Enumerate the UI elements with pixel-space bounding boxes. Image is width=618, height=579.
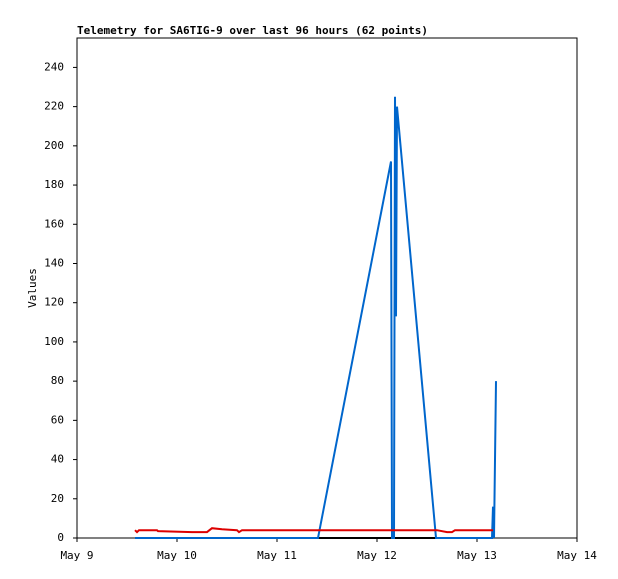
data-line (135, 96, 497, 539)
y-tick-label: 40 (51, 453, 64, 466)
x-tick-label: May 11 (257, 549, 297, 562)
x-tick-label: May 14 (557, 549, 597, 562)
y-axis-label: Values (26, 268, 39, 308)
y-tick-label: 200 (44, 139, 64, 152)
data-line (134, 527, 493, 534)
x-tick-label: May 10 (157, 549, 197, 562)
x-tick-label: May 12 (357, 549, 397, 562)
y-tick-label: 100 (44, 335, 64, 348)
y-tick-label: 240 (44, 60, 64, 73)
y-tick-label: 80 (51, 374, 64, 387)
y-tick-label: 120 (44, 296, 64, 309)
y-tick-label: 160 (44, 217, 64, 230)
y-tick-label: 220 (44, 100, 64, 113)
x-tick-label: May 9 (60, 549, 93, 562)
y-tick-label: 180 (44, 178, 64, 191)
y-tick-label: 60 (51, 413, 64, 426)
y-tick-label: 20 (51, 492, 64, 505)
plot-frame (76, 37, 578, 539)
y-tick-label: 140 (44, 256, 64, 269)
x-tick-label: May 13 (457, 549, 497, 562)
y-tick-label: 0 (57, 531, 64, 544)
chart-title: Telemetry for SA6TIG-9 over last 96 hour… (77, 24, 428, 37)
